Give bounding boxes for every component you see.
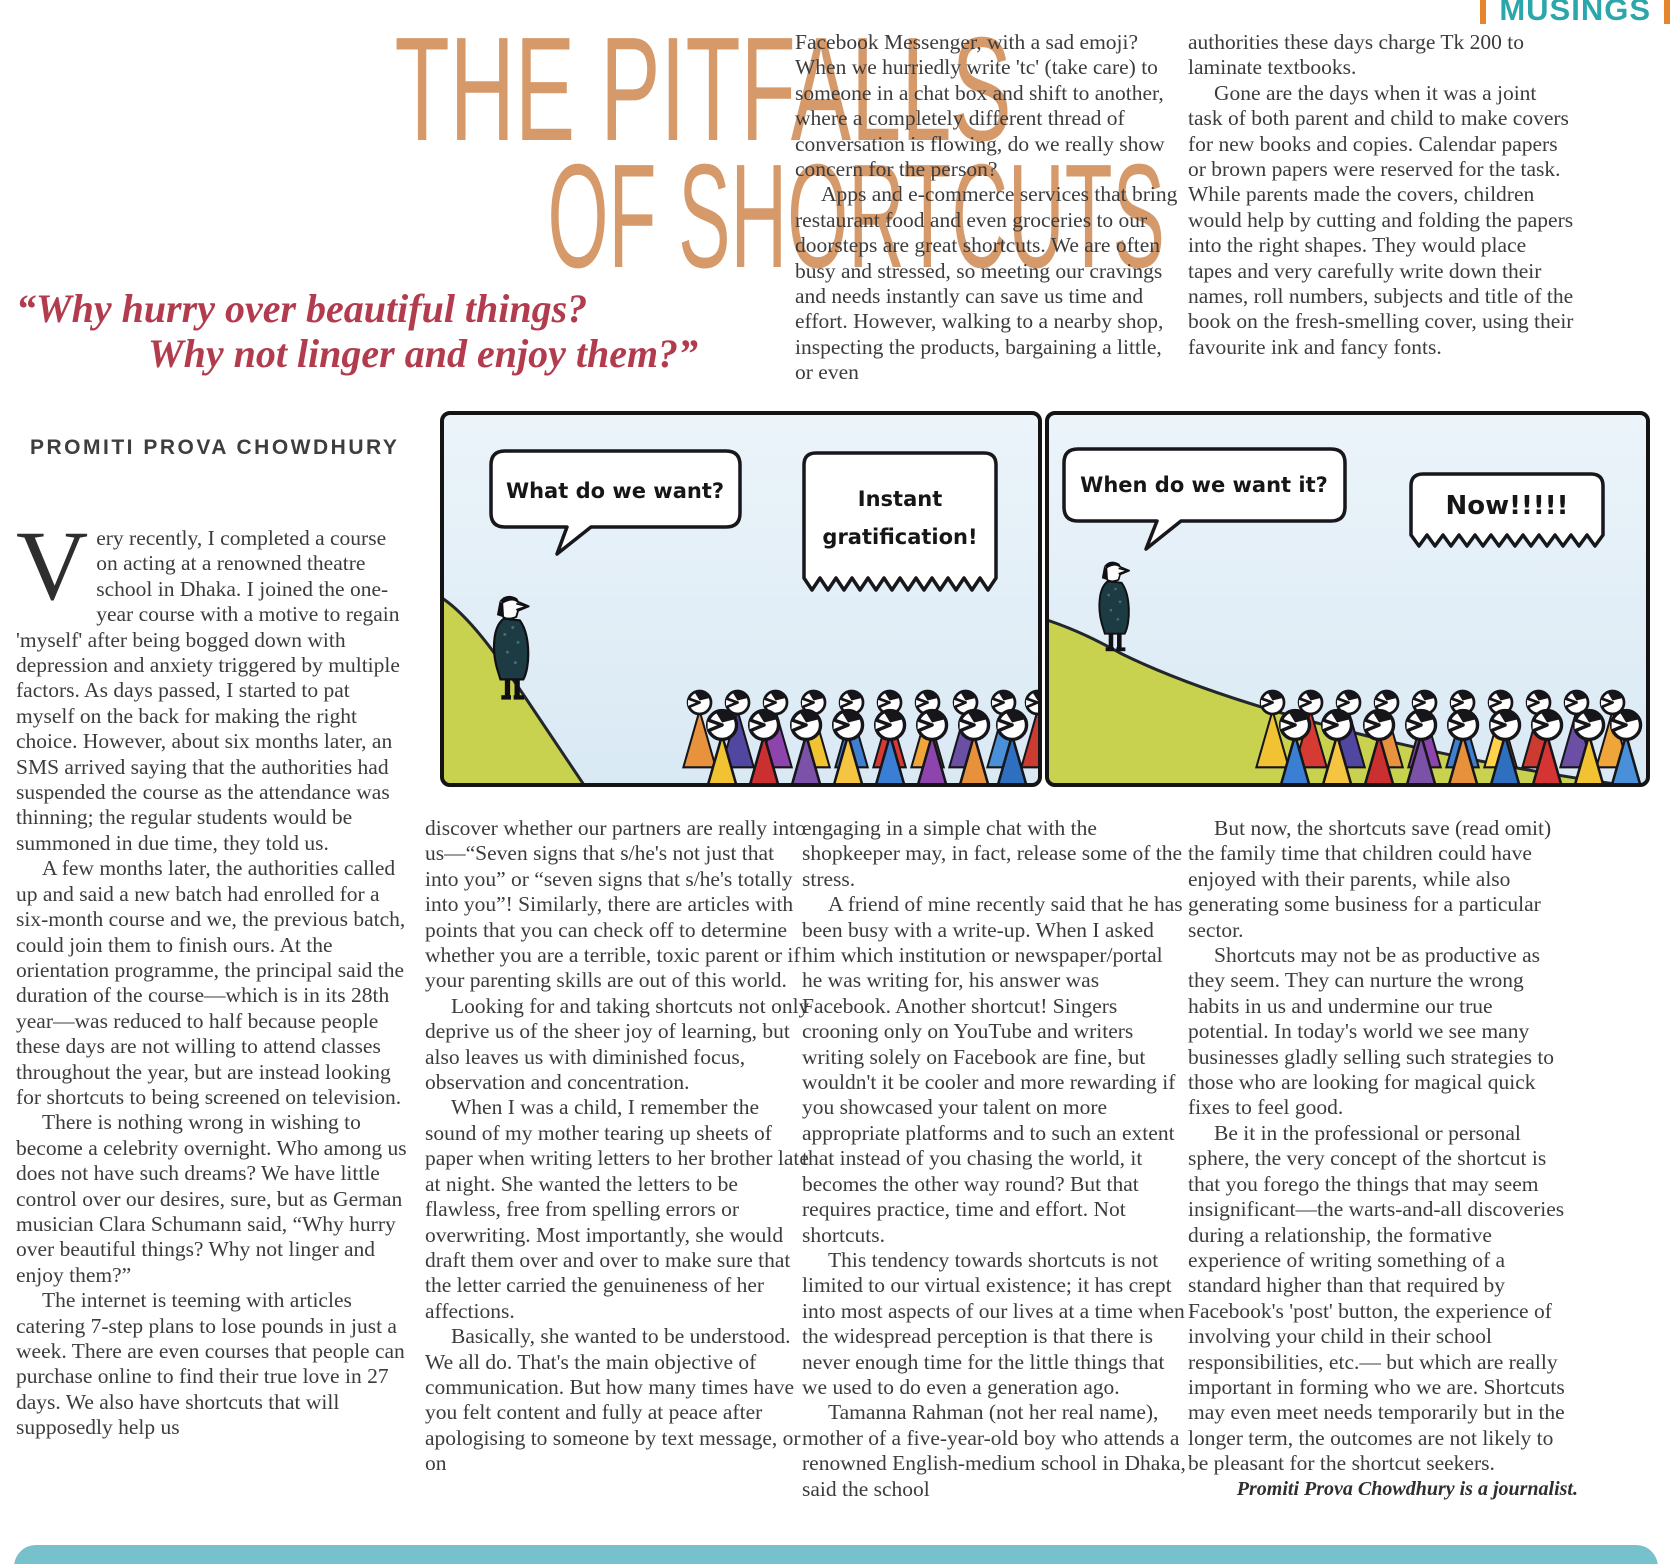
- section-header-musings: MUSINGS: [1480, 0, 1670, 27]
- paragraph: This tendency towards shortcuts is not l…: [802, 1247, 1185, 1399]
- comic-question-2-text: When do we want it?: [1080, 473, 1328, 497]
- paragraph: Facebook Messenger, with a sad emoji? Wh…: [795, 30, 1165, 182]
- comic-panel-2: When do we want it? Now!!!!!: [1045, 411, 1650, 787]
- musings-left-bar-icon: [1480, 0, 1487, 24]
- paragraph: Be it in the professional or personal sp…: [1188, 1120, 1565, 1476]
- paragraph: discover whether our partners are really…: [425, 816, 806, 993]
- paragraph: Tamanna Rahman (not her real name), moth…: [802, 1400, 1186, 1501]
- hill-illustration: [1049, 618, 1624, 783]
- musings-right-bar-icon: [1664, 0, 1670, 24]
- comic-answer-1-line-1: Instant: [858, 487, 942, 511]
- paragraph: Gone are the days when it was a joint ta…: [1188, 80, 1574, 359]
- pull-quote: “Why hurry over beautiful things? Why no…: [16, 286, 698, 376]
- article-column-3-top: authorities these days charge Tk 200 to …: [1188, 30, 1574, 410]
- paragraph: engaging in a simple chat with the shopk…: [802, 816, 1183, 891]
- speech-bubble-answer-1: [802, 451, 998, 592]
- article-column-4: But now, the shortcuts save (read omit) …: [1188, 816, 1578, 1542]
- paragraph: The internet is teeming with articles ca…: [16, 1288, 405, 1440]
- paragraph: Apps and e-commerce services that bring …: [795, 182, 1178, 385]
- musings-label: MUSINGS: [1499, 0, 1651, 27]
- article-column-2-top: Facebook Messenger, with a sad emoji? Wh…: [795, 30, 1181, 410]
- pull-quote-line-1: “Why hurry over beautiful things?: [16, 286, 588, 331]
- comic-answer-1-line-2: gratification!: [822, 525, 977, 549]
- speech-bubble-question-1: [489, 449, 742, 556]
- paragraph-text: ery recently, I completed a course on ac…: [16, 526, 400, 855]
- paragraph: A friend of mine recently said that he h…: [802, 892, 1183, 1247]
- comic-answer-2-text: Now!!!!!: [1446, 491, 1569, 521]
- pull-quote-line-2: Why not linger and enjoy them?”: [148, 331, 699, 376]
- paragraph: Shortcuts may not be as productive as th…: [1188, 943, 1555, 1120]
- speech-bubble-question-2: [1062, 447, 1347, 551]
- author-credit: Promiti Prova Chowdhury is a journalist.: [1236, 1477, 1578, 1500]
- article-title: THE PITFALLS OF SHORTCUTS: [0, 16, 1165, 291]
- byline: PROMITI PROVA CHOWDHURY: [30, 436, 400, 459]
- title-line-2: OF SHORTCUTS: [547, 134, 1165, 299]
- paragraph: authorities these days charge Tk 200 to …: [1188, 30, 1524, 80]
- paragraph: When I was a child, I remember the sound…: [425, 1095, 809, 1323]
- paragraph: There is nothing wrong in wishing to bec…: [16, 1110, 407, 1287]
- article-column-3-bottom: engaging in a simple chat with the shopk…: [802, 816, 1188, 1542]
- title-line-1: THE PITFALLS: [394, 7, 1012, 172]
- article-column-2-bottom: discover whether our partners are really…: [425, 816, 811, 1542]
- speech-bubble-answer-2: [1409, 472, 1605, 548]
- paragraph: But now, the shortcuts save (read omit) …: [1188, 816, 1552, 942]
- comic-question-1-text: What do we want?: [506, 479, 724, 503]
- footer-bar: [14, 1545, 1658, 1564]
- hill-illustration: [444, 596, 586, 783]
- comic-strip: What do we want? Instant gratification!: [440, 411, 1650, 787]
- paragraph: Looking for and taking shortcuts not onl…: [425, 993, 810, 1095]
- paragraph: A few months later, the authorities call…: [16, 856, 406, 1109]
- comic-panel-1: What do we want? Instant gratification!: [440, 411, 1042, 787]
- drop-cap: V: [16, 526, 89, 621]
- paragraph: Basically, she wanted to be understood. …: [425, 1324, 801, 1476]
